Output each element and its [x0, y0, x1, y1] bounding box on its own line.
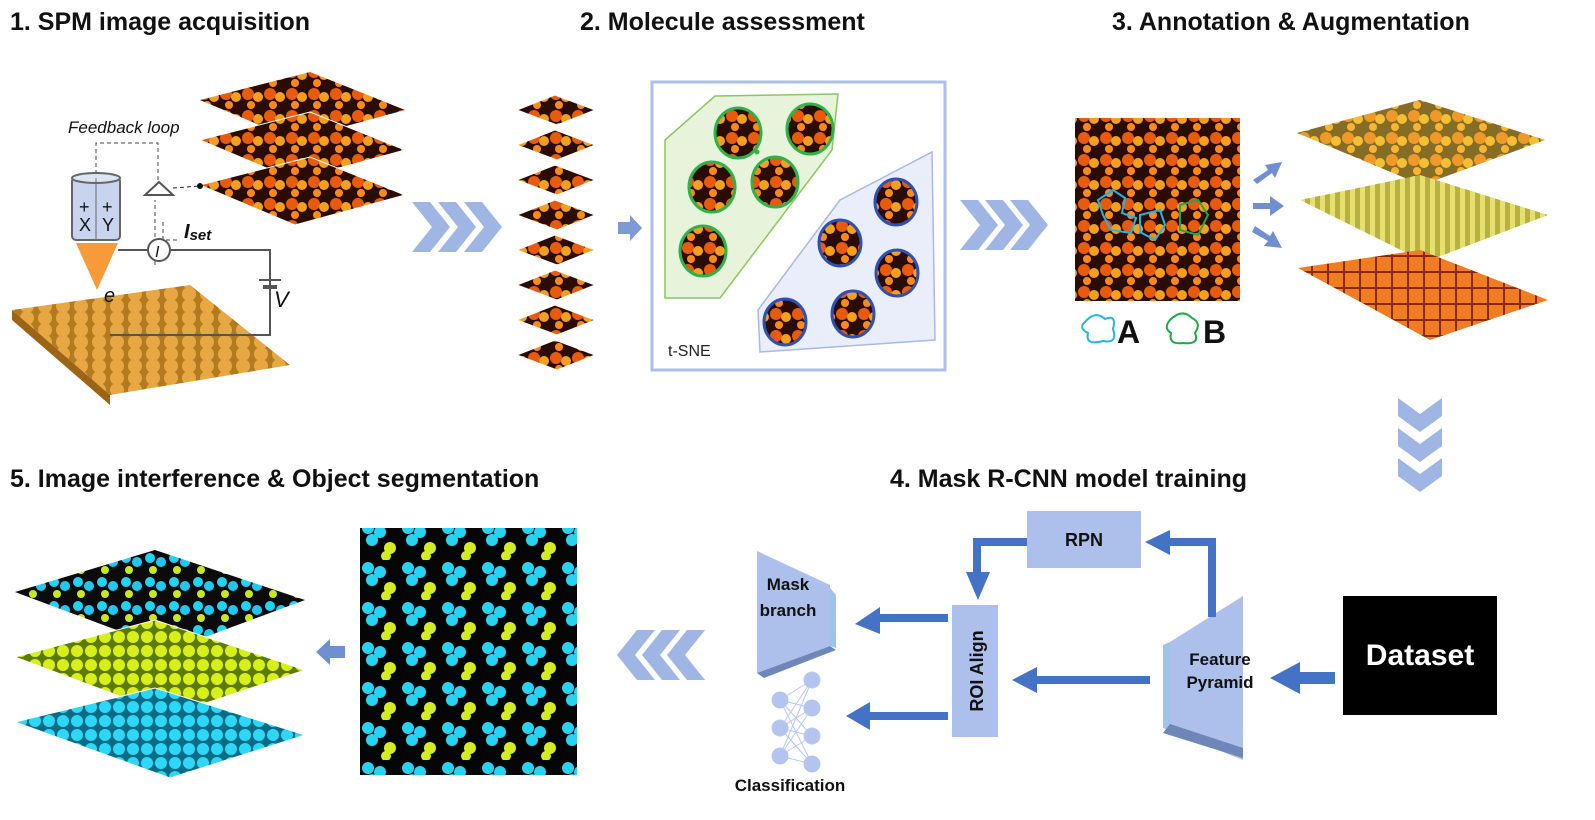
svg-text:branch: branch [760, 601, 817, 620]
cluster-a-molecules [678, 102, 835, 278]
tsne-panel: t-SNE [650, 80, 947, 372]
cluster-b-molecules [762, 177, 920, 347]
dataset-label: Dataset [1366, 639, 1474, 672]
arrow-icon [966, 572, 990, 600]
step2-title: 2. Molecule assessment [580, 8, 866, 36]
molecule-image-stack [515, 94, 597, 371]
class-a-label: A [1117, 314, 1140, 350]
arrow-icon [316, 639, 345, 665]
svg-text:I: I [155, 244, 160, 261]
arrow-icon [855, 607, 880, 634]
stm-image-layer [200, 72, 405, 140]
mask-branch: Mask branch [757, 551, 836, 678]
chevron-arrow-icon [617, 630, 705, 680]
arrow-icon [1012, 667, 1037, 693]
neural-network-icon [771, 671, 821, 773]
segmented-layers [13, 550, 307, 779]
class-b-outline-icon [1165, 312, 1199, 345]
svg-text:Feature: Feature [1189, 650, 1250, 669]
iset-label: Iset [184, 221, 212, 244]
dataset-box [1343, 596, 1497, 715]
roi-align-box [952, 605, 998, 737]
step3-title: 3. Annotation & Augmentation [1112, 8, 1470, 36]
roi-align-label: ROI Align [967, 630, 987, 711]
step4-title: 4. Mask R-CNN model training [890, 465, 1247, 493]
electron-label: e [104, 285, 115, 307]
amplifier-icon [142, 180, 176, 196]
arrow-icon [618, 215, 642, 241]
voltage-label: V [274, 287, 291, 312]
segmentation-result-image [360, 528, 577, 775]
rpn-label: RPN [1065, 530, 1103, 550]
chevron-arrow-icon [960, 200, 1048, 250]
tsne-label: t-SNE [668, 343, 711, 360]
rpn-box [1027, 511, 1141, 568]
svg-text:Mask: Mask [767, 575, 810, 594]
arrow-icon [1145, 530, 1170, 555]
spm-setup: Feedback loop + + X Y Iset I V e [12, 72, 407, 405]
step1-title: 1. SPM image acquisition [10, 8, 310, 36]
class-a-outline-icon [1081, 314, 1116, 344]
annotated-image [1075, 118, 1240, 301]
branch-arrows-icon [1252, 162, 1284, 248]
arrow-icon [846, 702, 870, 730]
tip [76, 243, 118, 290]
feature-pyramid: Feature Pyramid [1163, 596, 1254, 760]
stm-image-layer [198, 156, 407, 226]
augmented-images [1297, 100, 1548, 340]
svg-text:+: + [102, 197, 113, 217]
classification-label: Classification [735, 776, 846, 795]
feedback-loop-label: Feedback loop [68, 118, 180, 137]
current-meter [147, 238, 171, 262]
svg-text:+: + [79, 197, 90, 217]
substrate-atoms [12, 285, 290, 395]
chevron-arrow-icon [412, 202, 502, 252]
step5-title: 5. Image interference & Object segmentat… [10, 465, 539, 493]
arrow-icon [1270, 662, 1335, 694]
svg-text:Y: Y [102, 215, 114, 235]
svg-text:X: X [79, 215, 91, 235]
svg-text:Pyramid: Pyramid [1186, 673, 1253, 692]
chevron-down-icon [1398, 398, 1442, 492]
stm-image-layer [198, 111, 407, 181]
class-b-label: B [1203, 314, 1226, 350]
